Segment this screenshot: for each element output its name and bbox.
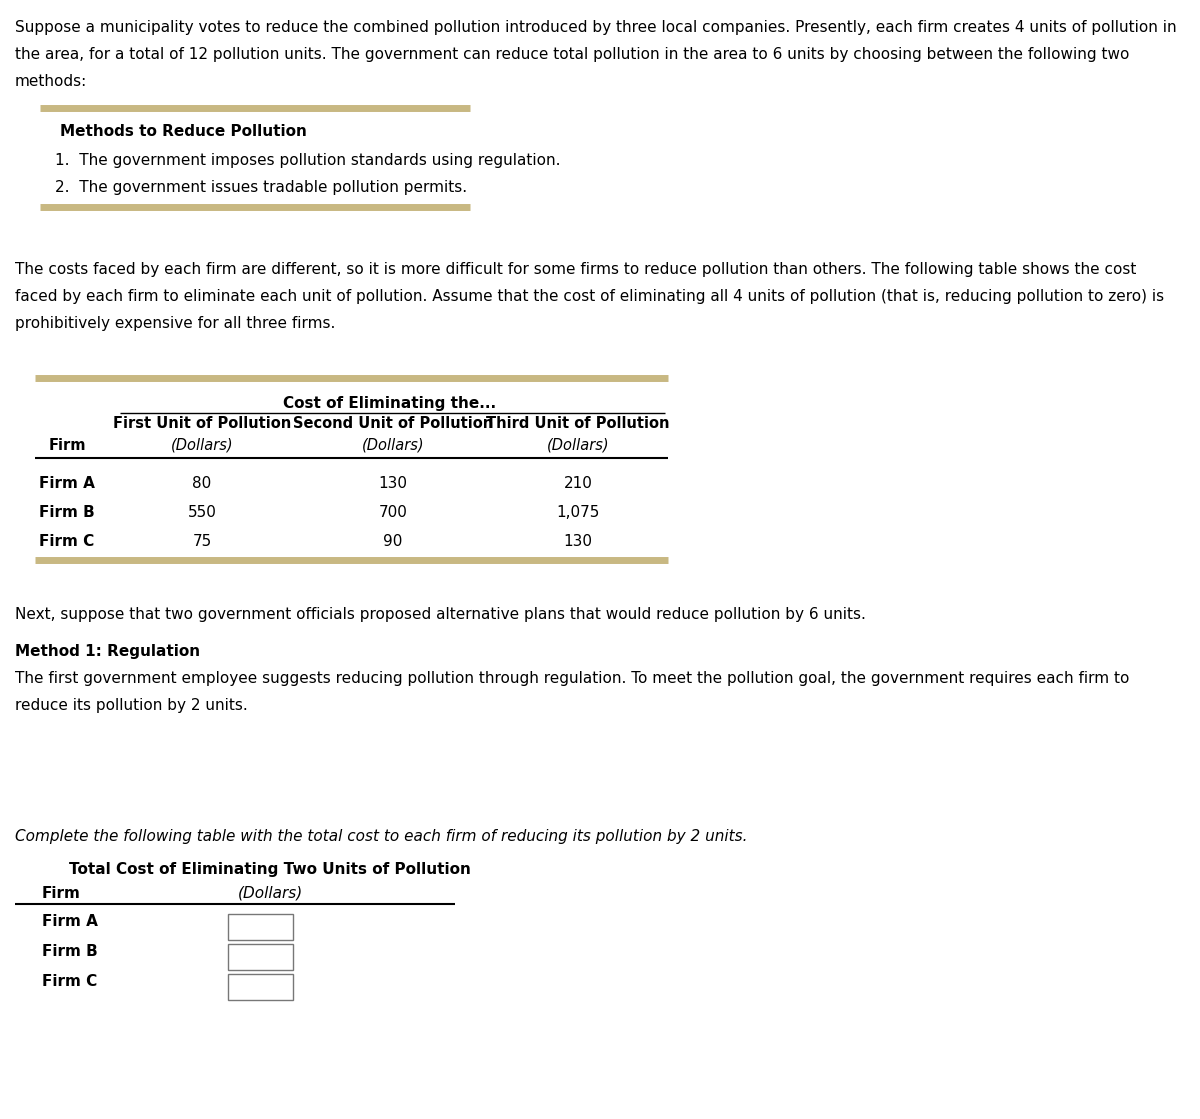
Text: reduce its pollution by 2 units.: reduce its pollution by 2 units.: [14, 698, 247, 713]
Bar: [228, 974, 293, 1000]
Text: methods:: methods:: [14, 74, 88, 90]
Text: Next, suppose that two government officials proposed alternative plans that woul: Next, suppose that two government offici…: [14, 606, 866, 622]
Text: The costs faced by each firm are different, so it is more difficult for some fir: The costs faced by each firm are differe…: [14, 262, 1136, 278]
Text: 90: 90: [383, 534, 403, 549]
Text: (Dollars): (Dollars): [170, 438, 233, 453]
Text: 80: 80: [192, 476, 211, 491]
Text: (Dollars): (Dollars): [238, 886, 302, 901]
Text: the area, for a total of 12 pollution units. The government can reduce total pol: the area, for a total of 12 pollution un…: [14, 47, 1129, 62]
Text: Firm B: Firm B: [42, 944, 97, 959]
Text: Firm: Firm: [48, 438, 85, 453]
Text: Firm B: Firm B: [40, 505, 95, 520]
Text: Suppose a municipality votes to reduce the combined pollution introduced by thre: Suppose a municipality votes to reduce t…: [14, 20, 1177, 35]
Text: (Dollars): (Dollars): [547, 438, 610, 453]
Text: Total Cost of Eliminating Two Units of Pollution: Total Cost of Eliminating Two Units of P…: [70, 862, 470, 877]
Text: 130: 130: [564, 534, 593, 549]
Text: 210: 210: [564, 476, 593, 491]
Text: Methods to Reduce Pollution: Methods to Reduce Pollution: [60, 124, 307, 139]
Text: Method 1: Regulation: Method 1: Regulation: [14, 645, 200, 659]
Text: Firm A: Firm A: [40, 476, 95, 491]
Text: prohibitively expensive for all three firms.: prohibitively expensive for all three fi…: [14, 316, 335, 331]
Text: 700: 700: [378, 505, 408, 520]
Text: Cost of Eliminating the...: Cost of Eliminating the...: [283, 396, 497, 411]
Bar: [228, 914, 293, 940]
Text: 550: 550: [187, 505, 216, 520]
Text: 1.  The government imposes pollution standards using regulation.: 1. The government imposes pollution stan…: [55, 153, 560, 168]
Bar: [228, 944, 293, 970]
Text: First Unit of Pollution: First Unit of Pollution: [113, 416, 292, 431]
Text: The first government employee suggests reducing pollution through regulation. To: The first government employee suggests r…: [14, 671, 1129, 686]
Text: 1,075: 1,075: [557, 505, 600, 520]
Text: Second Unit of Pollution: Second Unit of Pollution: [293, 416, 493, 431]
Text: faced by each firm to eliminate each unit of pollution. Assume that the cost of : faced by each firm to eliminate each uni…: [14, 289, 1164, 304]
Text: Firm A: Firm A: [42, 914, 98, 929]
Text: Firm: Firm: [42, 886, 80, 901]
Text: Firm C: Firm C: [42, 974, 97, 989]
Text: 130: 130: [378, 476, 408, 491]
Text: 2.  The government issues tradable pollution permits.: 2. The government issues tradable pollut…: [55, 180, 467, 195]
Text: 75: 75: [192, 534, 211, 549]
Text: (Dollars): (Dollars): [361, 438, 425, 453]
Text: Complete the following table with the total cost to each firm of reducing its po: Complete the following table with the to…: [14, 829, 748, 844]
Text: Third Unit of Pollution: Third Unit of Pollution: [486, 416, 670, 431]
Text: Firm C: Firm C: [40, 534, 95, 549]
